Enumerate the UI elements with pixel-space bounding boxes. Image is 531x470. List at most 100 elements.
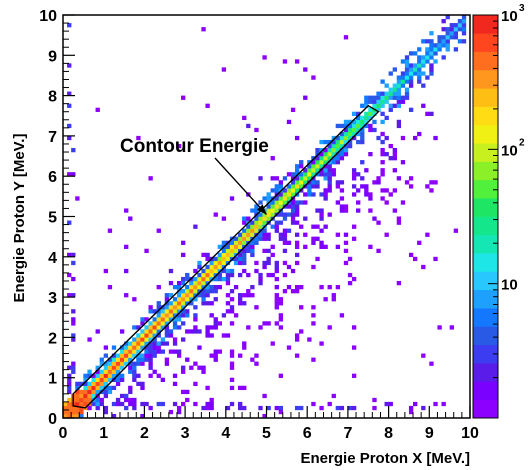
heatmap-cell <box>238 405 243 411</box>
heatmap-cell <box>323 168 328 173</box>
heatmap-cell <box>83 401 88 407</box>
heatmap-cell <box>156 309 161 314</box>
heatmap-cell <box>368 208 373 213</box>
heatmap-cell <box>404 79 410 84</box>
heatmap-cell <box>136 337 141 342</box>
heatmap-cell <box>209 353 214 358</box>
heatmap-cell <box>185 297 190 302</box>
heatmap-cell <box>152 337 157 342</box>
heatmap-cell <box>307 168 312 173</box>
heatmap-cell <box>347 123 353 129</box>
heatmap-cell <box>242 115 247 121</box>
heatmap-cell <box>75 409 80 415</box>
heatmap-cell <box>111 365 117 370</box>
heatmap-cell <box>124 349 129 354</box>
heatmap-cell <box>347 119 353 125</box>
heatmap-cell <box>217 276 222 282</box>
heatmap-cell <box>176 297 182 302</box>
heatmap-cell <box>461 39 467 44</box>
heatmap-cell <box>172 349 178 354</box>
heatmap-cell <box>225 272 231 278</box>
heatmap-cell <box>111 353 117 358</box>
heatmap-cell <box>250 357 255 362</box>
heatmap-cell <box>205 325 210 330</box>
heatmap-cell <box>278 301 284 306</box>
heatmap-cell <box>181 365 186 370</box>
heatmap-cell <box>380 139 385 145</box>
heatmap-cell <box>193 313 198 318</box>
heatmap-cell <box>124 353 129 358</box>
heatmap-cell <box>274 224 279 229</box>
heatmap-cell <box>364 184 369 189</box>
heatmap-cell <box>400 79 406 84</box>
heatmap-cell <box>449 27 454 32</box>
heatmap-cell <box>124 268 129 274</box>
heatmap-cell <box>331 139 336 145</box>
heatmap-cell <box>99 385 104 391</box>
heatmap-cell <box>445 27 450 32</box>
heatmap-cell <box>339 204 345 209</box>
heatmap-cell <box>128 365 133 370</box>
heatmap-cell <box>140 341 145 346</box>
heatmap-cell <box>221 216 227 221</box>
heatmap-cell <box>266 192 271 197</box>
y-tick-label: 4 <box>48 250 57 267</box>
heatmap-cell <box>229 385 235 391</box>
heatmap-cell <box>132 337 137 342</box>
heatmap-cell <box>152 353 157 358</box>
heatmap-cell <box>282 240 288 245</box>
heatmap-cell <box>205 276 210 282</box>
heatmap-cell <box>433 43 438 48</box>
heatmap-cell <box>115 401 121 407</box>
heatmap-cell <box>278 196 284 201</box>
heatmap-cell <box>185 389 190 395</box>
heatmap-cell <box>282 289 288 294</box>
heatmap-cell <box>197 280 202 286</box>
heatmap-cell <box>205 252 210 258</box>
heatmap-cell <box>221 333 227 338</box>
heatmap-cell <box>63 409 68 415</box>
heatmap-cell <box>225 333 231 338</box>
heatmap-cell <box>99 397 104 403</box>
heatmap-cell <box>413 63 418 68</box>
heatmap-cell <box>417 55 422 60</box>
heatmap-cell <box>413 256 418 262</box>
heatmap-cell <box>242 240 247 245</box>
heatmap-cell <box>351 176 357 181</box>
heatmap-cell <box>132 345 137 350</box>
heatmap-cell <box>213 289 218 294</box>
heatmap-cell <box>99 361 104 366</box>
heatmap-cell <box>144 401 149 407</box>
heatmap-cell <box>103 365 109 370</box>
heatmap-cell <box>148 353 153 358</box>
heatmap-cell <box>262 216 267 221</box>
heatmap-cell <box>278 180 284 185</box>
heatmap-cell <box>319 341 324 346</box>
heatmap-cell <box>233 285 239 290</box>
heatmap-cell <box>445 43 450 48</box>
heatmap-cell <box>185 276 190 282</box>
heatmap-cell <box>270 244 275 249</box>
heatmap-cell <box>221 240 227 245</box>
heatmap-cell <box>250 240 255 245</box>
heatmap-cell <box>140 345 145 350</box>
heatmap-cell <box>242 405 247 411</box>
heatmap-cell <box>160 349 165 354</box>
heatmap-cell <box>404 63 410 68</box>
heatmap-cell <box>254 208 259 213</box>
colorbar-segment <box>473 161 498 181</box>
heatmap-cell <box>217 272 222 278</box>
heatmap-cell <box>176 280 182 286</box>
heatmap-cell <box>294 180 300 185</box>
heatmap-cell <box>347 272 353 278</box>
heatmap-cell <box>343 152 349 157</box>
heatmap-cell <box>160 377 165 382</box>
heatmap-cell <box>339 196 345 201</box>
heatmap-cell <box>400 135 406 141</box>
heatmap-cell <box>144 333 149 338</box>
heatmap-cell <box>99 369 104 374</box>
heatmap-cell <box>193 305 198 310</box>
heatmap-cell <box>221 67 227 72</box>
heatmap-cell <box>160 317 165 322</box>
heatmap-cell <box>144 317 149 322</box>
